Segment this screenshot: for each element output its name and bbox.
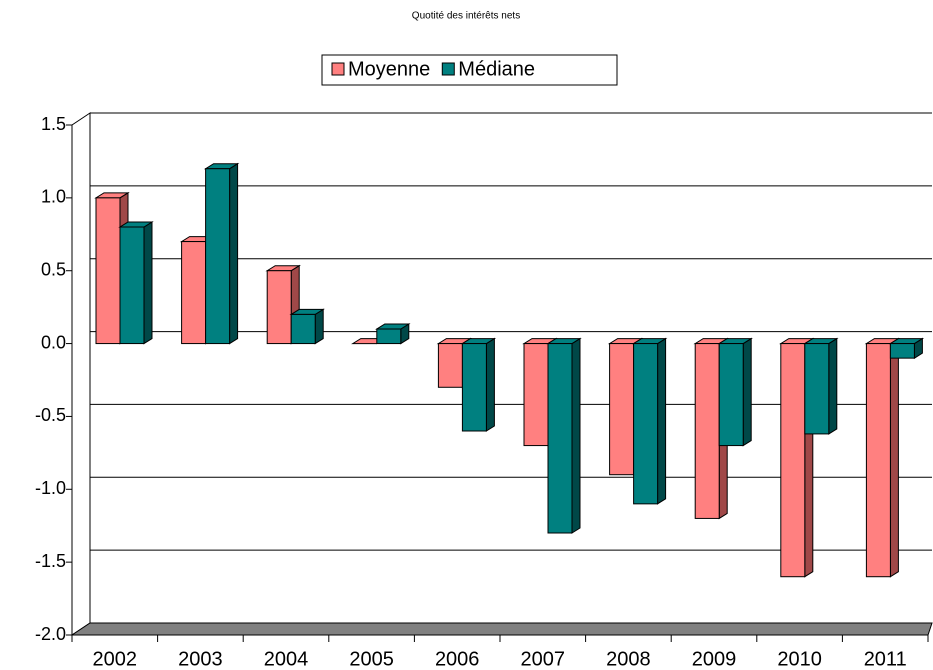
bar bbox=[718, 343, 744, 447]
y-tick-label: -1.5 bbox=[35, 551, 66, 571]
bar bbox=[780, 343, 806, 578]
legend-box bbox=[321, 54, 618, 86]
bar-side bbox=[889, 337, 899, 578]
bar bbox=[461, 343, 487, 432]
bar bbox=[376, 328, 402, 345]
legend-label: Médiane bbox=[458, 58, 535, 80]
bar bbox=[205, 168, 231, 345]
bar bbox=[266, 270, 292, 345]
x-tick-label: 2009 bbox=[692, 648, 737, 670]
bar-side bbox=[314, 308, 324, 345]
chart-title: Quotité des intérêts nets bbox=[412, 11, 520, 22]
bar bbox=[181, 241, 207, 345]
bar-side bbox=[571, 337, 581, 534]
y-tick-label: 1.5 bbox=[41, 114, 66, 134]
back-wall bbox=[71, 112, 91, 636]
bar-side bbox=[657, 337, 667, 505]
legend-swatch bbox=[331, 62, 345, 76]
x-tick-label: 2005 bbox=[349, 648, 394, 670]
bar bbox=[865, 343, 891, 578]
x-tick-label: 2011 bbox=[864, 648, 907, 670]
legend-swatch bbox=[441, 62, 455, 76]
bar-side bbox=[742, 337, 752, 447]
y-tick-label: -2.0 bbox=[35, 624, 66, 644]
x-tick-label: 2003 bbox=[178, 648, 223, 670]
bar bbox=[119, 226, 145, 345]
y-tick-label: 0.5 bbox=[41, 259, 66, 279]
x-tick-label: 2002 bbox=[93, 648, 138, 670]
x-tick-label: 2008 bbox=[606, 648, 651, 670]
y-tick-label: -0.5 bbox=[35, 405, 66, 425]
bar-side bbox=[828, 337, 838, 435]
bar bbox=[523, 343, 549, 447]
x-tick-label: 2010 bbox=[777, 648, 822, 670]
bar-side bbox=[143, 221, 153, 345]
bar bbox=[889, 343, 915, 359]
x-tick-label: 2007 bbox=[521, 648, 566, 670]
legend-label: Moyenne bbox=[348, 58, 430, 80]
bar bbox=[95, 197, 121, 345]
x-tick-label: 2006 bbox=[435, 648, 480, 670]
bar bbox=[547, 343, 573, 534]
bar bbox=[609, 343, 635, 476]
y-tick-label: 0.0 bbox=[41, 332, 66, 352]
bar bbox=[437, 343, 463, 388]
bar bbox=[694, 343, 720, 519]
bar-side bbox=[229, 162, 239, 345]
floor bbox=[70, 622, 933, 636]
bar bbox=[290, 313, 316, 345]
x-tick-label: 2004 bbox=[264, 648, 309, 670]
bar bbox=[804, 343, 830, 435]
y-tick-label: -1.0 bbox=[35, 478, 66, 498]
y-tick-label: 1.0 bbox=[41, 187, 66, 207]
bar-side bbox=[485, 337, 495, 432]
bar bbox=[633, 343, 659, 505]
